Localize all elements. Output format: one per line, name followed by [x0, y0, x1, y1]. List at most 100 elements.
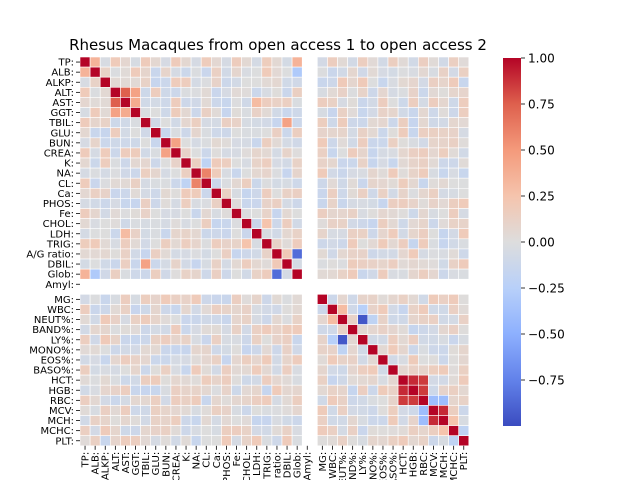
- heatmap-cell: [110, 87, 121, 98]
- heatmap-cell: [160, 238, 172, 250]
- heatmap-cell: [397, 127, 409, 139]
- x-tick-label: PHOS:: [222, 452, 233, 480]
- heatmap-cell: [397, 228, 409, 240]
- heatmap-cell: [79, 304, 91, 315]
- heatmap-cell: [200, 314, 212, 325]
- heatmap-cell: [458, 248, 470, 260]
- heatmap-cell: [261, 157, 273, 169]
- heatmap-cell: [271, 76, 283, 88]
- heatmap-cell: [241, 374, 253, 386]
- heatmap-cell: [377, 354, 389, 366]
- x-tick-label: LDH:: [252, 452, 263, 476]
- heatmap-cell: [231, 117, 242, 128]
- heatmap-cell: [241, 425, 253, 437]
- heatmap-cell: [130, 107, 141, 118]
- heatmap-cell: [357, 334, 369, 346]
- heatmap-cell: [261, 374, 273, 386]
- heatmap-cell: [397, 157, 409, 169]
- heatmap-cell: [347, 167, 359, 179]
- heatmap-cell: [130, 293, 141, 305]
- heatmap-cell: [316, 56, 328, 68]
- heatmap-cell: [79, 354, 91, 366]
- heatmap-cell: [99, 258, 111, 270]
- heatmap-cell: [438, 384, 449, 396]
- heatmap-cell: [170, 218, 182, 230]
- heatmap-cell: [180, 344, 192, 356]
- heatmap-cell: [327, 127, 338, 139]
- heatmap-cell: [200, 405, 212, 416]
- heatmap-cell: [170, 107, 182, 118]
- heatmap-cell: [291, 435, 303, 447]
- y-tick-label: Ca:: [58, 189, 74, 200]
- heatmap-cell: [281, 137, 293, 149]
- heatmap-cell: [428, 268, 439, 280]
- heatmap-cell: [377, 425, 389, 437]
- heatmap-cell: [190, 268, 202, 280]
- heatmap-cell: [281, 324, 293, 336]
- heatmap-cell: [438, 435, 449, 447]
- heatmap-cell: [387, 314, 399, 325]
- heatmap-cell: [397, 304, 409, 315]
- heatmap-cell: [261, 56, 273, 68]
- heatmap-cell: [347, 56, 359, 68]
- heatmap-cell: [438, 137, 449, 149]
- heatmap-cell: [458, 354, 470, 366]
- heatmap-cell: [190, 87, 202, 98]
- heatmap-cell: [291, 415, 303, 426]
- heatmap-cell: [150, 268, 162, 280]
- heatmap-cell: [221, 415, 232, 426]
- heatmap-cell: [231, 344, 242, 356]
- heatmap-cell: [120, 137, 131, 149]
- heatmap-cell: [130, 435, 141, 447]
- heatmap-cell: [211, 268, 222, 280]
- heatmap-cell: [407, 374, 419, 386]
- heatmap-cell: [397, 188, 409, 199]
- heatmap-cell: [120, 208, 131, 219]
- heatmap-cell: [251, 137, 263, 149]
- heatmap-cell: [99, 117, 111, 128]
- heatmap-cell: [261, 364, 273, 376]
- heatmap-cell: [428, 314, 439, 325]
- heatmap-cell: [407, 218, 419, 230]
- heatmap-cell: [99, 435, 111, 447]
- heatmap-cell: [448, 66, 460, 78]
- heatmap-cell: [428, 384, 439, 396]
- heatmap-cell: [261, 188, 273, 199]
- heatmap-cell: [150, 258, 162, 270]
- heatmap-cell: [271, 293, 283, 305]
- heatmap-cell: [407, 107, 419, 118]
- heatmap-cell: [99, 147, 111, 159]
- heatmap-cell: [261, 314, 273, 325]
- heatmap-cell: [327, 394, 338, 406]
- heatmap-cell: [180, 394, 192, 406]
- heatmap-cell: [337, 87, 348, 98]
- heatmap-cell: [271, 87, 283, 98]
- x-tick-label: MCHC:: [449, 452, 460, 480]
- heatmap-cell: [261, 384, 273, 396]
- heatmap-cell: [170, 147, 182, 159]
- heatmap-cell: [99, 87, 111, 98]
- heatmap-cell: [110, 137, 121, 149]
- heatmap-cell: [231, 268, 242, 280]
- heatmap-cell: [438, 364, 449, 376]
- heatmap-cell: [327, 56, 338, 68]
- heatmap-cell: [150, 394, 162, 406]
- heatmap-cell: [110, 97, 121, 108]
- heatmap-cell: [150, 425, 162, 437]
- heatmap-cell: [241, 117, 253, 128]
- heatmap-cell: [397, 258, 409, 270]
- heatmap-cell: [458, 374, 470, 386]
- heatmap-cell: [180, 314, 192, 325]
- heatmap-cell: [170, 384, 182, 396]
- heatmap-cell: [231, 208, 242, 219]
- heatmap-cell: [271, 127, 283, 139]
- heatmap-cell: [407, 354, 419, 366]
- heatmap-cell: [357, 435, 369, 447]
- heatmap-cell: [261, 107, 273, 118]
- heatmap-cell: [281, 87, 293, 98]
- heatmap-cell: [271, 218, 283, 230]
- heatmap-cell: [387, 384, 399, 396]
- heatmap-cell: [241, 218, 253, 230]
- heatmap-cell: [291, 228, 303, 240]
- heatmap-cell: [428, 208, 439, 219]
